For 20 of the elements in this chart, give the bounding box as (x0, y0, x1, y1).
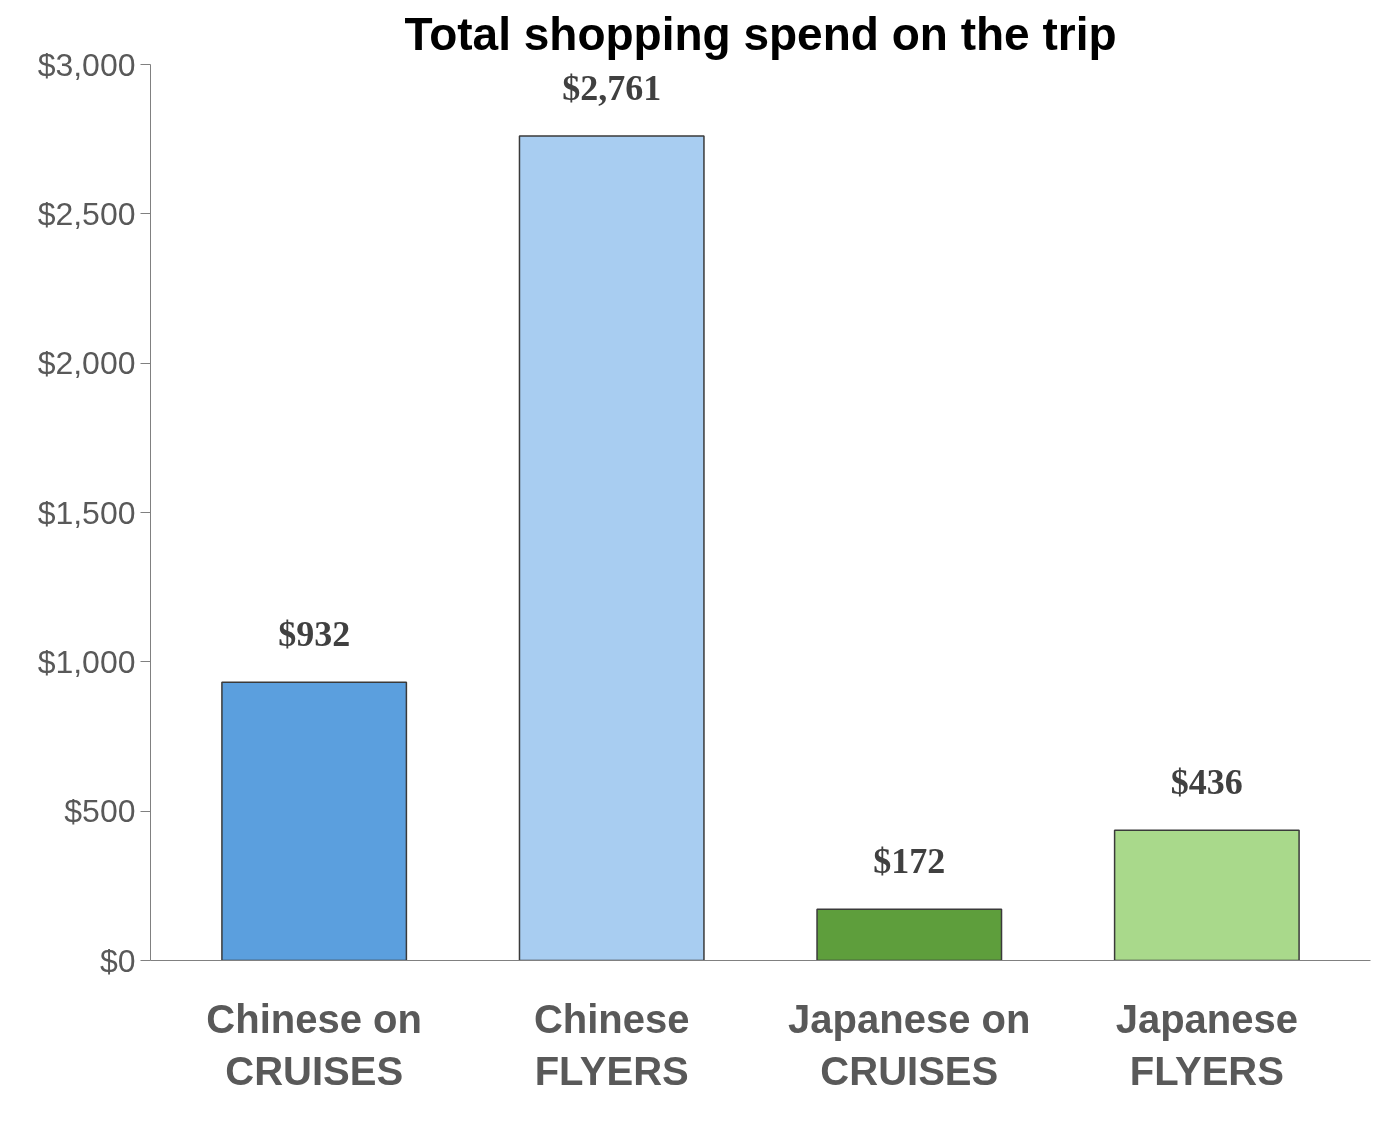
chart-title: Total shopping spend on the trip (404, 7, 1117, 60)
x-tick-label: Japanese FLYERS (1115, 996, 1299, 1094)
y-tick-label: $3,000 (37, 46, 136, 83)
y-tick-label: $1,000 (37, 643, 136, 680)
bar (1113, 829, 1300, 961)
bar (221, 681, 408, 961)
y-tick-label: $2,000 (37, 345, 136, 382)
y-tick-label: $500 (64, 793, 136, 830)
x-tick-label: Chinese FLYERS (533, 996, 690, 1094)
bar (816, 908, 1003, 961)
data-label: $172 (873, 841, 946, 882)
x-tick-label: Chinese on CRUISES (206, 996, 422, 1094)
data-label: $932 (278, 614, 351, 655)
data-label: $2,761 (562, 67, 662, 108)
bar (518, 135, 705, 961)
y-tick-label: $2,500 (37, 195, 136, 232)
y-tick-label: $1,500 (37, 494, 136, 531)
data-label: $436 (1170, 762, 1243, 803)
x-tick-label: Japanese on CRUISES (788, 996, 1031, 1094)
y-tick-label: $0 (99, 942, 136, 979)
